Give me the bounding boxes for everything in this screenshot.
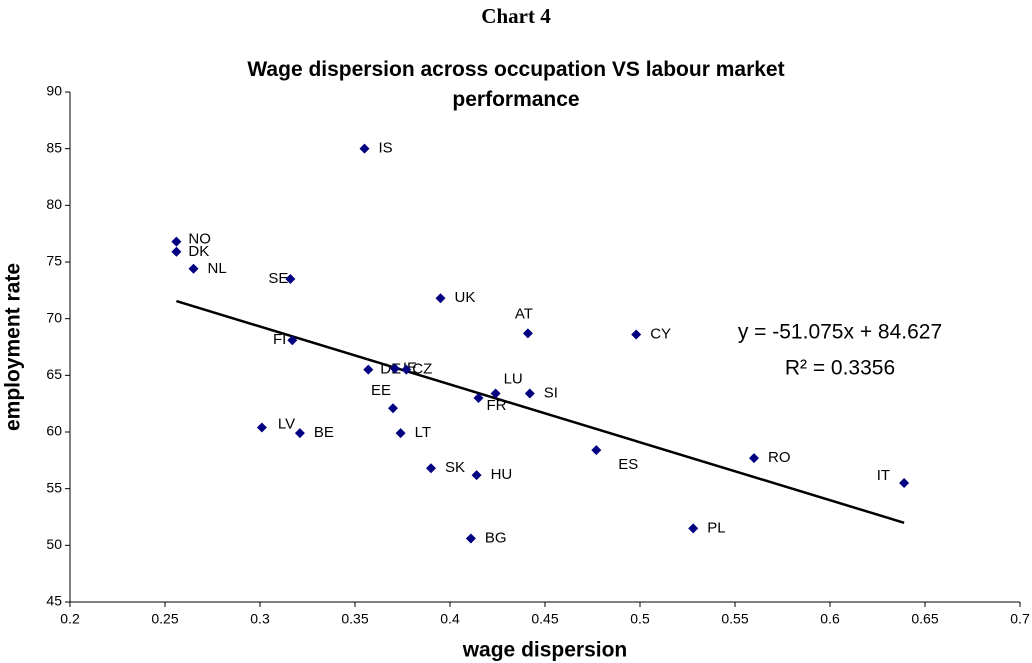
point — [749, 453, 759, 464]
point — [524, 388, 535, 399]
point — [473, 393, 484, 403]
y-tick-label: 55 — [46, 479, 62, 495]
point — [688, 523, 699, 534]
point-label: NO — [188, 231, 211, 248]
x-tick-label: 0.45 — [531, 611, 558, 627]
y-tick-label: 80 — [46, 196, 62, 212]
point-label: BE — [314, 424, 334, 441]
point-label: FR — [487, 397, 507, 414]
point-label: LV — [278, 415, 295, 432]
point-label: IS — [379, 140, 393, 157]
y-tick-label: 65 — [46, 366, 62, 382]
point — [359, 143, 370, 154]
x-tick-label: 0.65 — [911, 611, 938, 627]
y-tick-label: 70 — [46, 309, 62, 325]
point-label: CZ — [412, 361, 432, 378]
point — [171, 236, 182, 247]
y-tick-label: 45 — [46, 593, 62, 609]
y-axis-label: employment rate — [2, 263, 25, 431]
point-label: IT — [877, 467, 890, 484]
point-label: AT — [515, 305, 533, 322]
point-label: DK — [188, 243, 209, 260]
x-tick-label: 0.4 — [440, 611, 460, 627]
point-label: CY — [650, 326, 671, 343]
r-squared: R² = 0.3356 — [785, 357, 895, 380]
point — [471, 470, 482, 481]
point-label: EE — [371, 382, 391, 399]
point — [294, 428, 305, 439]
point — [395, 428, 406, 439]
point — [631, 329, 642, 340]
y-tick-label: 50 — [46, 536, 62, 552]
x-tick-label: 0.6 — [820, 611, 840, 627]
x-tick-label: 0.7 — [1010, 611, 1030, 627]
point-label: SK — [445, 459, 465, 476]
point-label: RO — [768, 449, 791, 466]
chart-title: Wage dispersion across occupation VS lab… — [247, 58, 784, 111]
point-label: FI — [273, 331, 286, 348]
point-label: ES — [618, 456, 638, 473]
y-tick-label: 90 — [46, 83, 62, 99]
point-label: SE — [268, 270, 288, 287]
y-tick-label: 75 — [46, 253, 62, 269]
point — [426, 463, 436, 474]
x-tick-label: 0.3 — [250, 611, 270, 627]
point — [287, 335, 298, 346]
point — [171, 246, 182, 257]
point-label: UK — [455, 289, 476, 306]
x-tick-label: 0.55 — [721, 611, 748, 627]
point-label: LT — [415, 424, 431, 441]
point — [401, 364, 412, 375]
point — [388, 403, 398, 414]
x-tick-label: 0.5 — [630, 611, 650, 627]
point — [188, 263, 199, 274]
point-label: LU — [504, 370, 523, 387]
y-tick-label: 60 — [46, 423, 62, 439]
point — [591, 445, 602, 456]
point — [465, 533, 476, 544]
trendline — [176, 299, 905, 524]
point — [435, 293, 446, 304]
point-label: PL — [707, 519, 725, 536]
point — [285, 274, 296, 284]
point — [490, 388, 501, 399]
point — [363, 364, 374, 375]
chart-heading: Chart 4 — [481, 4, 551, 28]
point-label: NL — [208, 260, 227, 277]
y-tick-label: 85 — [46, 139, 62, 155]
point-label: SI — [544, 384, 558, 401]
point — [522, 328, 533, 339]
x-tick-label: 0.35 — [341, 611, 368, 627]
point-label: BG — [485, 530, 507, 547]
x-tick-label: 0.2 — [60, 611, 80, 627]
point — [256, 422, 267, 433]
x-tick-label: 0.25 — [151, 611, 178, 627]
point — [899, 478, 910, 488]
trend-equation: y = -51.075x + 84.627 — [738, 321, 942, 344]
x-axis-label: wage dispersion — [462, 639, 628, 662]
point — [389, 363, 400, 374]
point-label: HU — [491, 466, 513, 483]
